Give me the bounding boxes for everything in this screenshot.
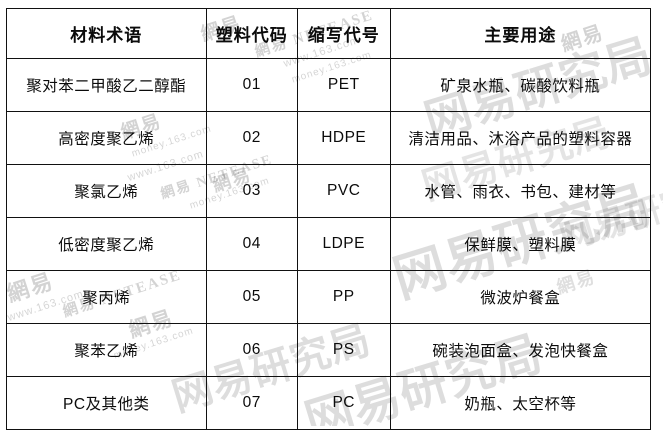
table-row: 聚丙烯 05 PP 微波炉餐盒 — [6, 270, 652, 324]
table-row: PC及其他类 07 PC 奶瓶、太空杯等 — [6, 376, 652, 430]
cell-main-uses: 奶瓶、太空杯等 — [389, 376, 652, 430]
cell-abbreviation: PET — [296, 58, 391, 112]
cell-abbreviation: PP — [296, 270, 391, 324]
cell-main-uses: 水管、雨衣、书包、建材等 — [389, 164, 652, 218]
cell-material-term: 聚苯乙烯 — [6, 323, 207, 377]
plastics-table: 材料术语 塑料代码 缩写代号 主要用途 聚对苯二甲酸乙二醇酯 01 PET 矿泉… — [6, 8, 652, 430]
cell-abbreviation: PS — [296, 323, 391, 377]
cell-material-term: PC及其他类 — [6, 376, 207, 430]
cell-abbreviation: LDPE — [296, 217, 391, 271]
cell-abbreviation: PVC — [296, 164, 391, 218]
column-header-abbreviation: 缩写代号 — [296, 8, 391, 59]
cell-material-term: 聚对苯二甲酸乙二醇酯 — [6, 58, 207, 112]
cell-main-uses: 清洁用品、沐浴产品的塑料容器 — [389, 111, 652, 165]
cell-plastic-code: 06 — [205, 323, 298, 377]
cell-main-uses: 保鲜膜、塑料膜 — [389, 217, 652, 271]
cell-plastic-code: 07 — [205, 376, 298, 430]
column-header-material-term: 材料术语 — [6, 8, 207, 59]
table-container: 材料术语 塑料代码 缩写代号 主要用途 聚对苯二甲酸乙二醇酯 01 PET 矿泉… — [6, 8, 652, 430]
cell-plastic-code: 04 — [205, 217, 298, 271]
column-header-plastic-code: 塑料代码 — [205, 8, 298, 59]
cell-material-term: 聚氯乙烯 — [6, 164, 207, 218]
cell-plastic-code: 02 — [205, 111, 298, 165]
cell-main-uses: 碗装泡面盒、发泡快餐盒 — [389, 323, 652, 377]
cell-material-term: 低密度聚乙烯 — [6, 217, 207, 271]
table-row: 聚对苯二甲酸乙二醇酯 01 PET 矿泉水瓶、碳酸饮料瓶 — [6, 58, 652, 112]
table-row: 高密度聚乙烯 02 HDPE 清洁用品、沐浴产品的塑料容器 — [6, 111, 652, 165]
cell-abbreviation: HDPE — [296, 111, 391, 165]
cell-plastic-code: 03 — [205, 164, 298, 218]
table-row: 低密度聚乙烯 04 LDPE 保鲜膜、塑料膜 — [6, 217, 652, 271]
cell-plastic-code: 05 — [205, 270, 298, 324]
table-row: 聚氯乙烯 03 PVC 水管、雨衣、书包、建材等 — [6, 164, 652, 218]
cell-main-uses: 矿泉水瓶、碳酸饮料瓶 — [389, 58, 652, 112]
table-header-row: 材料术语 塑料代码 缩写代号 主要用途 — [6, 8, 652, 59]
cell-material-term: 高密度聚乙烯 — [6, 111, 207, 165]
table-row: 聚苯乙烯 06 PS 碗装泡面盒、发泡快餐盒 — [6, 323, 652, 377]
column-header-main-uses: 主要用途 — [389, 8, 652, 59]
cell-abbreviation: PC — [296, 376, 391, 430]
cell-material-term: 聚丙烯 — [6, 270, 207, 324]
cell-main-uses: 微波炉餐盒 — [389, 270, 652, 324]
cell-plastic-code: 01 — [205, 58, 298, 112]
